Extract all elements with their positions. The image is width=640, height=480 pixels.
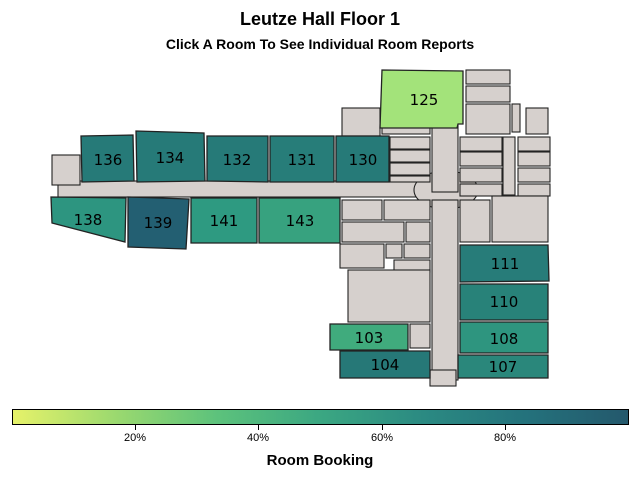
room-104-area[interactable]: 104 bbox=[339, 350, 431, 379]
room-125-area[interactable]: 125 bbox=[379, 69, 464, 129]
room-138-shape[interactable] bbox=[50, 196, 127, 243]
room-136-area[interactable]: 136 bbox=[80, 134, 135, 183]
room-107-area[interactable]: 107 bbox=[457, 354, 549, 379]
room-108-area[interactable]: 108 bbox=[459, 321, 549, 354]
map-title: Leutze Hall Floor 1 bbox=[239, 9, 401, 29]
room-139-shape[interactable] bbox=[127, 196, 190, 250]
room-104-shape[interactable] bbox=[339, 350, 431, 379]
room-103-area[interactable]: 103 bbox=[329, 323, 409, 351]
room-110-area[interactable]: 110 bbox=[459, 283, 549, 321]
room-132-shape[interactable] bbox=[206, 135, 269, 183]
room-107-shape[interactable] bbox=[457, 354, 549, 379]
legend-tick-label-80: 80% bbox=[493, 432, 517, 444]
room-132-area[interactable]: 132 bbox=[206, 135, 269, 183]
room-130-area[interactable]: 130 bbox=[335, 135, 390, 183]
legend-tick-20 bbox=[135, 425, 136, 430]
legend-tick-80 bbox=[505, 425, 506, 430]
room-138-area[interactable]: 138 bbox=[50, 196, 127, 243]
room-110-shape[interactable] bbox=[459, 283, 549, 321]
room-108-shape[interactable] bbox=[459, 321, 549, 354]
room-111-shape[interactable] bbox=[459, 244, 550, 283]
room-131-area[interactable]: 131 bbox=[269, 135, 335, 183]
room-134-area[interactable]: 134 bbox=[135, 130, 206, 183]
room-125-shape[interactable] bbox=[379, 69, 464, 129]
room-139-area[interactable]: 139 bbox=[127, 196, 190, 250]
legend-tick-label-40: 40% bbox=[246, 432, 270, 444]
map-subtitle: Click A Room To See Individual Room Repo… bbox=[165, 36, 475, 52]
room-134-shape[interactable] bbox=[135, 130, 206, 183]
color-scale-bar bbox=[12, 409, 629, 425]
room-103-shape[interactable] bbox=[329, 323, 409, 351]
legend-tick-40 bbox=[258, 425, 259, 430]
room-136-shape[interactable] bbox=[80, 134, 135, 183]
room-111-area[interactable]: 111 bbox=[459, 244, 550, 283]
room-143-area[interactable]: 143 bbox=[258, 197, 341, 244]
legend-tick-60 bbox=[382, 425, 383, 430]
legend-title: Room Booking bbox=[266, 452, 374, 469]
floor-plan-map: 125 136 134 132 131 130 138 139 141 143 … bbox=[50, 69, 551, 387]
room-141-area[interactable]: 141 bbox=[190, 197, 258, 244]
room-130-shape[interactable] bbox=[335, 135, 390, 183]
room-143-shape[interactable] bbox=[258, 197, 341, 244]
legend-tick-label-60: 60% bbox=[370, 432, 394, 444]
room-131-shape[interactable] bbox=[269, 135, 335, 183]
legend-tick-label-20: 20% bbox=[123, 432, 147, 444]
room-141-shape[interactable] bbox=[190, 197, 258, 244]
